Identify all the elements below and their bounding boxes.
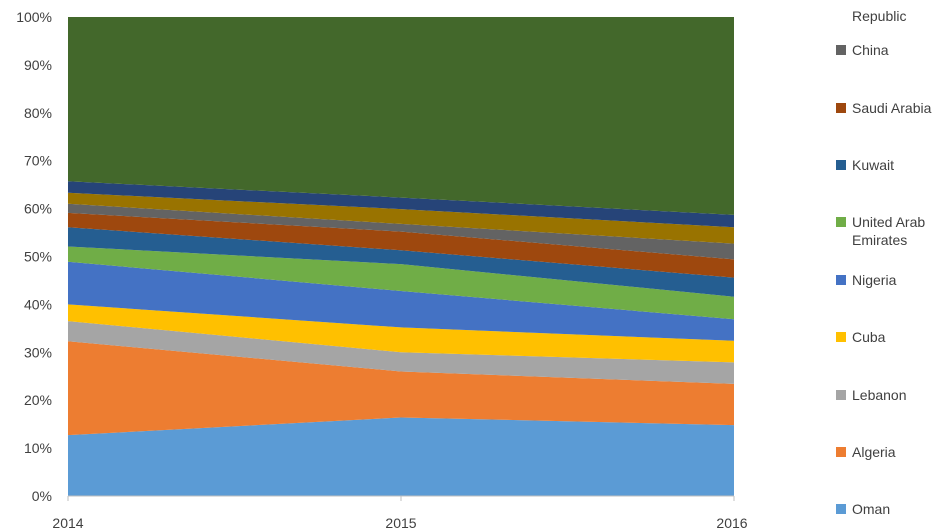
area-series-12 bbox=[68, 17, 734, 215]
x-tick-label: 2016 bbox=[716, 515, 747, 531]
stacked-area-plot: 0% 10% 20% 30% 40% 50% 60% 70% 80% 90% 100% 2014 201… bbox=[16, 9, 748, 531]
y-tick-label: 100% bbox=[16, 9, 52, 25]
area-cuba bbox=[68, 304, 734, 363]
legend-label: Cuba bbox=[852, 329, 886, 345]
legend-label: Lebanon bbox=[852, 387, 907, 403]
legend-item-lebanon: Lebanon bbox=[836, 386, 944, 404]
area-nigeria bbox=[68, 261, 734, 341]
legend-swatch bbox=[836, 160, 846, 170]
area-algeria bbox=[68, 341, 734, 436]
y-tick-label: 0% bbox=[32, 488, 52, 504]
legend-swatch bbox=[836, 390, 846, 400]
area-lebanon bbox=[68, 321, 734, 384]
legend-label: United Arab Emirates bbox=[852, 214, 926, 248]
area-republic bbox=[68, 192, 734, 244]
x-tick-label: 2014 bbox=[52, 515, 83, 531]
y-tick-label: 80% bbox=[24, 105, 52, 121]
legend-item-algeria: Algeria bbox=[836, 443, 944, 461]
area-united-arab-emirates bbox=[68, 246, 734, 320]
area-china bbox=[68, 203, 734, 260]
y-tick-label: 50% bbox=[24, 249, 52, 265]
legend-label: Oman bbox=[852, 501, 891, 517]
y-tick-label: 60% bbox=[24, 201, 52, 217]
legend-item-oman: Oman bbox=[836, 500, 944, 518]
y-tick-label: 70% bbox=[24, 153, 52, 169]
legend-swatch bbox=[836, 504, 846, 514]
legend-label: Nigeria bbox=[852, 272, 897, 288]
area-saudi-arabia bbox=[68, 212, 734, 278]
legend-label: Kuwait bbox=[852, 157, 895, 173]
area-oman bbox=[68, 417, 734, 496]
legend: Republic China Saudi Arabia Kuwait United A… bbox=[836, 0, 944, 532]
area-layer bbox=[68, 17, 734, 496]
y-tick-label: 20% bbox=[24, 392, 52, 408]
axes-layer: 0% 10% 20% 30% 40% 50% 60% 70% 80% 90% 100% 2014 201… bbox=[16, 9, 748, 531]
legend-item-kuwait: Kuwait bbox=[836, 156, 944, 174]
legend-swatch bbox=[836, 103, 846, 113]
legend-swatch bbox=[836, 332, 846, 342]
legend-item-cuba: Cuba bbox=[836, 328, 944, 346]
y-tick-label: 40% bbox=[24, 296, 52, 312]
legend-partial-label: Republic bbox=[852, 8, 907, 24]
legend-label: Saudi Arabia bbox=[852, 100, 932, 116]
legend-label: China bbox=[852, 42, 889, 58]
legend-swatch bbox=[836, 447, 846, 457]
x-tick-label: 2015 bbox=[385, 515, 416, 531]
legend-item-china: China bbox=[836, 41, 944, 59]
legend-swatch bbox=[836, 275, 846, 285]
legend-item-united-arab-emirates: United Arab Emirates bbox=[836, 213, 944, 249]
legend-swatch bbox=[836, 45, 846, 55]
area-kuwait bbox=[68, 227, 734, 297]
legend-swatch bbox=[836, 217, 846, 227]
y-tick-label: 10% bbox=[24, 440, 52, 456]
legend-item-nigeria: Nigeria bbox=[836, 271, 944, 289]
area-series-11 bbox=[68, 181, 734, 228]
y-tick-label: 90% bbox=[24, 57, 52, 73]
legend-item-saudi-arabia: Saudi Arabia bbox=[836, 99, 944, 117]
legend-label: Algeria bbox=[852, 444, 896, 460]
y-tick-label: 30% bbox=[24, 344, 52, 360]
